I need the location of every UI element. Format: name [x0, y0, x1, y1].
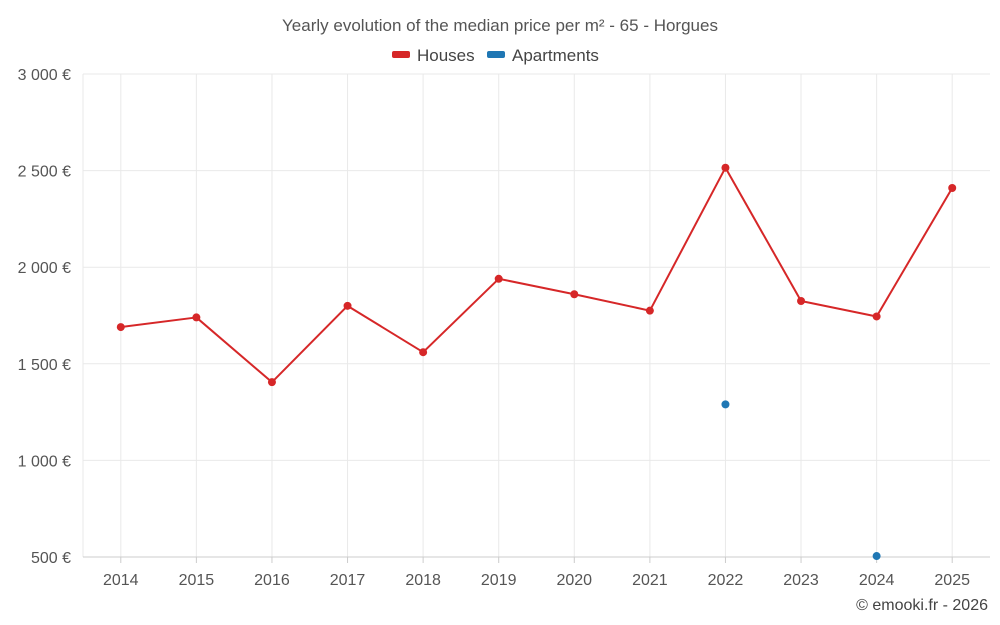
y-tick-label: 500 € — [31, 550, 71, 567]
houses-line-segment — [422, 278, 500, 353]
legend-swatch-houses — [392, 51, 410, 58]
x-tick-label: 2020 — [556, 572, 592, 589]
x-tick-label: 2014 — [103, 572, 139, 589]
houses-point[interactable] — [721, 163, 730, 172]
houses-line-segment — [875, 187, 954, 317]
y-tick-label: 2 500 € — [18, 164, 71, 181]
houses-point[interactable] — [645, 306, 654, 315]
houses-line-segment — [648, 167, 727, 312]
series-apartments — [721, 400, 881, 561]
x-tick-label: 2024 — [859, 572, 895, 589]
x-tick-label: 2018 — [405, 572, 441, 589]
x-tick-label: 2023 — [783, 572, 819, 589]
houses-line-segment — [195, 316, 273, 383]
credit-text: © emooki.fr - 2026 — [856, 597, 988, 614]
houses-line-segment — [271, 305, 349, 383]
series-houses — [116, 163, 957, 387]
y-tick-label: 1 500 € — [18, 357, 71, 374]
houses-line-segment — [347, 304, 424, 354]
houses-point[interactable] — [948, 183, 957, 192]
houses-point[interactable] — [192, 313, 201, 322]
houses-point[interactable] — [494, 274, 503, 283]
axes — [82, 74, 990, 558]
houses-point[interactable] — [419, 348, 428, 357]
chart-title: Yearly evolution of the median price per… — [282, 16, 718, 35]
legend-label-houses: Houses — [417, 46, 475, 65]
x-tick-label: 2021 — [632, 572, 668, 589]
houses-line-segment — [120, 316, 197, 329]
apartments-point[interactable] — [872, 552, 881, 561]
legend-swatch-apartments — [487, 51, 505, 58]
apartments-point[interactable] — [721, 400, 730, 409]
x-tick-label: 2016 — [254, 572, 290, 589]
houses-point[interactable] — [267, 378, 276, 387]
houses-point[interactable] — [343, 301, 352, 310]
houses-point[interactable] — [116, 323, 125, 332]
x-tick-label: 2025 — [934, 572, 970, 589]
houses-point[interactable] — [797, 297, 806, 306]
houses-line-segment — [574, 293, 651, 312]
x-tick-label: 2022 — [708, 572, 744, 589]
grid-lines — [83, 73, 990, 557]
houses-point[interactable] — [872, 312, 881, 321]
y-tick-label: 1 000 € — [18, 453, 71, 470]
y-tick-label: 2 000 € — [18, 260, 71, 277]
legend-item-apartments[interactable]: Apartments — [487, 46, 599, 65]
y-tick-label: 3 000 € — [18, 67, 71, 84]
houses-line-segment — [498, 277, 575, 296]
legend-label-apartments: Apartments — [512, 46, 599, 65]
legend: Houses Apartments — [392, 46, 599, 65]
series-group — [116, 163, 957, 561]
x-tick-label: 2015 — [179, 572, 215, 589]
houses-point[interactable] — [570, 290, 579, 299]
y-axis-ticks: 500 € 1 000 € 1 500 € 2 000 € 2 500 € 3 000 € — [18, 67, 71, 567]
x-tick-label: 2019 — [481, 572, 517, 589]
legend-item-houses[interactable]: Houses — [392, 46, 475, 65]
houses-line-segment — [800, 300, 877, 318]
houses-line-segment — [724, 167, 802, 302]
x-axis-ticks: 2014 2015 2016 2017 2018 2019 2020 2021 2022 2023… — [103, 557, 970, 589]
x-tick-label: 2017 — [330, 572, 366, 589]
